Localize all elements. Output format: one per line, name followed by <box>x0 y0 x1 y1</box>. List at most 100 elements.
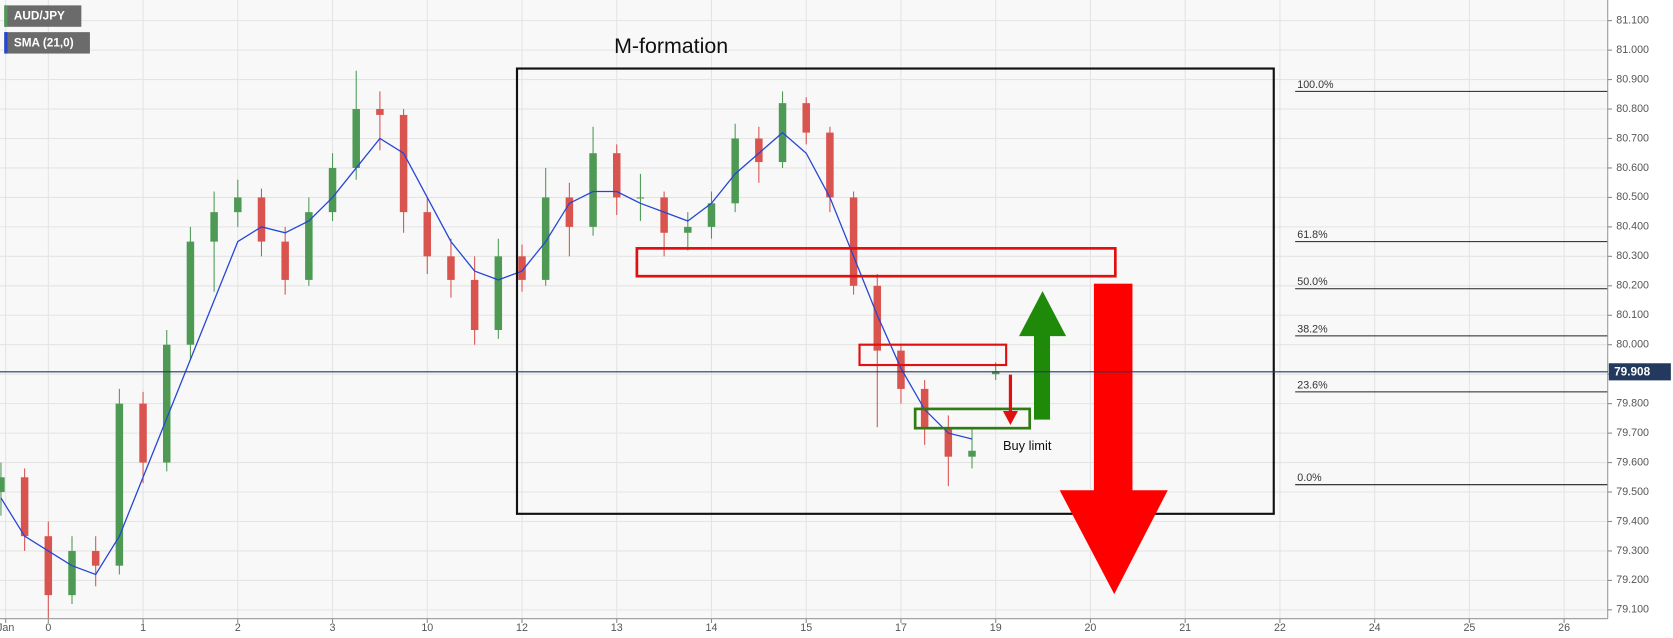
candle-body <box>44 536 53 596</box>
candle-body <box>447 256 455 280</box>
y-tick-label: 79.200 <box>1616 574 1649 586</box>
fib-label: 100.0% <box>1297 79 1334 91</box>
candle-body <box>470 279 479 330</box>
candle-body <box>139 403 147 463</box>
x-tick-label: 13 <box>611 622 623 634</box>
y-tick-label: 79.700 <box>1616 427 1649 439</box>
legend: AUD/JPY SMA (21,0) <box>4 5 90 54</box>
down-arrow-head <box>1059 490 1168 595</box>
y-tick-label: 79.500 <box>1616 486 1649 498</box>
legend-swatch <box>4 32 8 54</box>
x-tick-label: 21 <box>1179 622 1191 634</box>
candle-body <box>115 403 124 566</box>
up-arrow <box>1033 333 1051 420</box>
y-tick-label: 80.200 <box>1616 280 1649 292</box>
x-tick-label: Jan <box>0 622 14 634</box>
candle-body <box>636 197 645 199</box>
plot-background <box>0 0 1608 619</box>
pattern-label: M-formation <box>614 34 728 58</box>
y-tick-label: 79.800 <box>1616 397 1649 409</box>
candle-body <box>91 550 100 566</box>
x-tick-label: 10 <box>421 622 433 634</box>
y-tick-label: 80.900 <box>1616 73 1649 85</box>
candle-body <box>162 344 171 463</box>
x-tick-label: 1 <box>140 622 146 634</box>
order-label: Buy limit <box>1003 438 1052 453</box>
y-tick-label: 81.100 <box>1616 14 1649 26</box>
small-arrow-head <box>1002 411 1018 425</box>
resistance-zone <box>858 343 1008 367</box>
candle-body <box>897 350 905 389</box>
candle-body <box>399 114 408 213</box>
last-price-label: 79.908 <box>1614 365 1650 378</box>
candle-body <box>352 109 360 168</box>
overlay: M-formation Buy limit <box>515 34 1275 595</box>
x-tick-label: 12 <box>516 622 528 634</box>
legend-box <box>4 32 90 54</box>
y-tick-label: 80.700 <box>1616 132 1649 144</box>
fib-label: 38.2% <box>1297 323 1328 335</box>
price-axis-background <box>1607 0 1673 638</box>
legend-swatch <box>4 5 8 27</box>
y-tick-label: 80.600 <box>1616 162 1649 174</box>
x-tick-label: 0 <box>45 622 51 634</box>
candle-body <box>210 212 218 242</box>
candle-body <box>873 285 882 351</box>
candle-body <box>802 103 810 133</box>
candle-body <box>186 241 195 345</box>
x-tick-label: 17 <box>895 622 907 634</box>
candle-body <box>731 138 739 204</box>
x-tick-label: 2 <box>235 622 241 634</box>
candle-body <box>541 197 550 280</box>
candle-body <box>660 197 668 233</box>
candle-body <box>612 153 621 198</box>
candle-body <box>565 197 574 227</box>
fib-label: 61.8% <box>1297 229 1328 241</box>
resistance-zone <box>635 247 1117 278</box>
candle-body <box>494 256 503 330</box>
x-tick-label: 15 <box>800 622 812 634</box>
y-tick-label: 80.500 <box>1616 191 1649 203</box>
y-tick-label: 80.400 <box>1616 221 1649 233</box>
candle-body <box>20 477 29 537</box>
candle-body <box>0 477 5 493</box>
grid <box>0 0 1608 619</box>
x-tick-label: 20 <box>1084 622 1096 634</box>
y-tick-label: 79.300 <box>1616 545 1649 557</box>
x-tick-label: 24 <box>1369 622 1381 634</box>
x-tick-label: 22 <box>1274 622 1286 634</box>
candle-body <box>826 132 834 198</box>
candle-body <box>68 550 76 596</box>
y-tick-label: 81.000 <box>1616 44 1649 56</box>
candle-body <box>518 256 526 280</box>
candle-body <box>991 371 1000 375</box>
pattern-box <box>515 67 1275 515</box>
x-tick-label: 26 <box>1558 622 1570 634</box>
fib-label: 23.6% <box>1297 379 1328 391</box>
candle-body <box>281 241 289 280</box>
y-tick-label: 79.100 <box>1616 604 1649 616</box>
candle-body <box>849 197 858 286</box>
up-arrow-head <box>1018 291 1067 337</box>
legend-sma: SMA (21,0) <box>14 36 74 49</box>
y-tick-label: 80.300 <box>1616 250 1649 262</box>
candle-body <box>328 167 337 213</box>
candle-body <box>684 226 692 233</box>
candle-body <box>305 212 313 280</box>
y-tick-label: 80.100 <box>1616 309 1649 321</box>
y-tick-label: 80.000 <box>1616 339 1649 351</box>
candle-body <box>944 427 953 457</box>
candle-body <box>376 109 384 115</box>
candle-body <box>707 203 716 227</box>
buy-zone <box>913 407 1032 430</box>
sma-line <box>0 131 973 576</box>
fibonacci: 100.0% 61.8% 50.0% 38.2% 23.6% 0.0% <box>1295 79 1608 486</box>
y-tick-label: 79.400 <box>1616 515 1649 527</box>
y-tick-label: 79.600 <box>1616 456 1649 468</box>
fib-label: 50.0% <box>1297 276 1328 288</box>
last-price-box <box>1608 363 1671 381</box>
candle-body <box>234 197 242 213</box>
candle-body <box>257 197 266 242</box>
